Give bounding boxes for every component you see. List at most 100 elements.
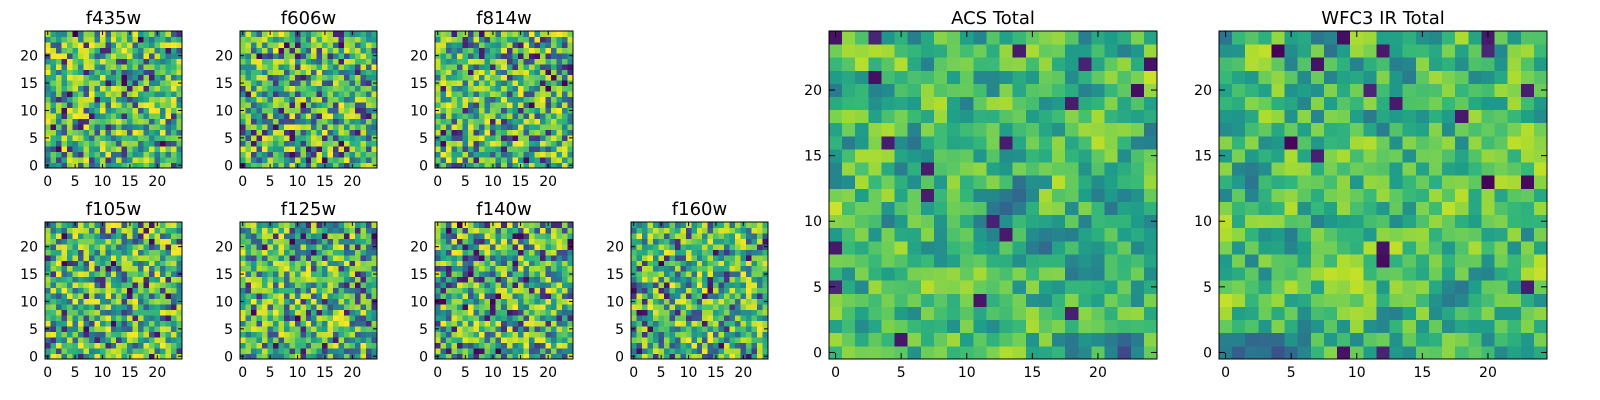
heatmap-cell	[240, 282, 246, 289]
heatmap-cell	[446, 69, 452, 76]
heatmap-cell	[567, 249, 574, 256]
heatmap-cell	[751, 222, 758, 228]
heatmap-cell	[149, 320, 155, 327]
heatmap-cell	[462, 348, 469, 354]
heatmap-cell	[534, 47, 541, 54]
heatmap-cell	[658, 238, 665, 245]
heatmap-cell	[176, 337, 183, 343]
heatmap-cell	[316, 146, 323, 152]
heatmap-cell	[1117, 293, 1132, 307]
heatmap-cell	[311, 124, 318, 131]
heatmap-cell	[440, 287, 447, 294]
heatmap-cell	[735, 287, 741, 294]
heatmap-cell	[729, 348, 736, 354]
heatmap-cell	[636, 331, 643, 338]
heatmap-cell	[272, 129, 279, 136]
heatmap-cell	[468, 157, 475, 163]
heatmap-cell	[45, 342, 51, 349]
heatmap-cell	[933, 293, 948, 307]
heatmap-cell	[484, 282, 491, 289]
heatmap-cell	[501, 271, 508, 278]
heatmap-cell	[61, 265, 68, 272]
heatmap-cell	[160, 271, 166, 278]
heatmap-cell	[1143, 214, 1158, 229]
heatmap-cell	[160, 80, 166, 87]
heatmap-cell	[440, 80, 447, 87]
heatmap-cell	[920, 188, 935, 202]
heatmap-cell	[484, 91, 491, 98]
heatmap-cell	[138, 282, 145, 289]
heatmap-cell	[300, 135, 307, 141]
x-tick-label: 0	[238, 174, 247, 190]
heatmap-cell	[517, 113, 524, 120]
heatmap-cell	[171, 232, 177, 239]
heatmap-cell	[545, 41, 552, 48]
heatmap-cell	[138, 342, 145, 349]
heatmap-cell	[160, 129, 166, 136]
heatmap-cell	[45, 140, 51, 147]
heatmap-cell	[556, 331, 563, 338]
heatmap-cell	[94, 80, 101, 87]
heatmap-cell	[479, 337, 486, 343]
heatmap-cell	[702, 320, 709, 327]
heatmap-cell	[333, 91, 340, 98]
heatmap-cell	[707, 293, 714, 300]
heatmap-cell	[855, 188, 869, 202]
heatmap-cell	[61, 243, 68, 250]
heatmap-cell	[355, 113, 361, 120]
heatmap-cell	[561, 227, 568, 234]
heatmap-cell	[718, 282, 725, 289]
heatmap-cell	[973, 306, 987, 321]
y-tick-label: 20	[410, 49, 428, 65]
heatmap-cell	[94, 52, 101, 59]
heatmap-cell	[55, 102, 62, 109]
heatmap-cell	[127, 276, 134, 283]
heatmap-cell	[718, 249, 725, 256]
heatmap-cell	[160, 63, 166, 70]
heatmap-cell	[495, 85, 502, 92]
heatmap-cell	[272, 31, 279, 37]
heatmap-cell	[545, 249, 552, 256]
heatmap-cell	[94, 63, 101, 70]
heatmap-cell	[1052, 162, 1066, 176]
heatmap-cell	[45, 337, 51, 343]
heatmap-cell	[61, 135, 68, 141]
heatmap-cell	[490, 260, 497, 267]
heatmap-cell	[66, 124, 73, 131]
heatmap-cell	[829, 293, 843, 307]
heatmap-cell	[278, 271, 285, 278]
heatmap-cell	[143, 69, 150, 76]
heatmap-cell	[338, 58, 345, 65]
heatmap-cell	[165, 91, 172, 98]
heatmap-cell	[360, 304, 367, 311]
heatmap-cell	[842, 345, 856, 360]
heatmap-cell	[735, 222, 741, 228]
heatmap-cell	[740, 271, 747, 278]
heatmap-cell	[45, 36, 51, 43]
heatmap-cell	[446, 118, 452, 125]
heatmap-cell	[154, 41, 161, 48]
heatmap-cell	[327, 36, 334, 43]
heatmap-cell	[1038, 214, 1053, 229]
heatmap-cell	[272, 47, 279, 54]
heatmap-cell	[355, 91, 361, 98]
heatmap-cell	[99, 113, 106, 120]
heatmap-cell	[674, 282, 681, 289]
heatmap-cell	[523, 146, 530, 152]
heatmap-cell	[143, 276, 150, 283]
heatmap-cell	[355, 41, 361, 48]
heatmap-cell	[440, 348, 447, 354]
heatmap-cell	[121, 118, 128, 125]
heatmap-cell	[528, 85, 535, 92]
heatmap-cell	[517, 124, 524, 131]
heatmap-cell	[762, 315, 769, 322]
heatmap-cell	[121, 74, 128, 81]
heatmap-cell	[250, 265, 257, 272]
heatmap-cell	[94, 58, 101, 65]
heatmap-cell	[45, 265, 51, 272]
heatmap-cells	[45, 222, 183, 360]
heatmap-cell	[691, 342, 698, 349]
heatmap-cell	[55, 69, 62, 76]
heatmap-cell	[316, 52, 323, 59]
heatmap-cell	[528, 162, 535, 169]
